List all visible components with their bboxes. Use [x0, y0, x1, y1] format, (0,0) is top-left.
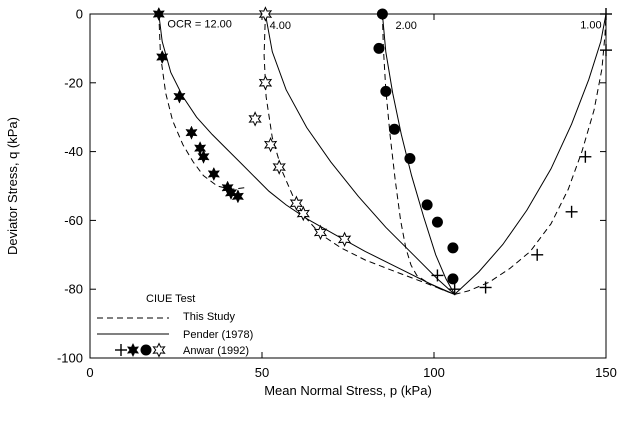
anwar-point-star-open [337, 231, 352, 248]
y-tick-label: -40 [64, 144, 83, 159]
anwar-point-circle-filled [447, 242, 459, 254]
x-tick-label: 150 [595, 365, 617, 380]
pender-curve-5 [264, 13, 455, 295]
anwar-point-star-filled [156, 49, 169, 65]
x-axis-label: Mean Normal Stress, p (kPa) [264, 383, 432, 398]
x-tick-label: 50 [255, 365, 269, 380]
anwar-point-circle-filled [376, 8, 388, 20]
anwar-point-star-open [296, 205, 310, 222]
y-tick-label: -80 [64, 282, 83, 297]
legend: CIUE Test This Study Pender (1978) Anwar (1… [97, 293, 253, 358]
this-study-curve-2 [381, 13, 455, 295]
anwar-point-circle-filled [373, 42, 385, 54]
series-markers [152, 6, 612, 296]
anwar-point-star-filled [173, 89, 186, 104]
anwar-point-star-open [258, 75, 273, 91]
axes: 0 50 100 150 0 -20 -40 -60 -80 -100 Mean Normal St… [5, 7, 617, 399]
x-tick-label: 0 [86, 365, 93, 380]
anwar-point-plus [600, 8, 612, 20]
anwar-point-star-open [263, 136, 278, 153]
legend-title: CIUE Test [146, 293, 195, 305]
y-axis-label: Deviator Stress, q (kPa) [5, 117, 20, 255]
series-lines [158, 13, 607, 295]
legend-label: This Study [183, 311, 235, 323]
this-study-curve-0 [158, 13, 245, 190]
pender-curve-7 [454, 13, 607, 295]
anwar-point-plus [448, 283, 461, 296]
y-tick-label: -100 [57, 351, 83, 366]
anwar-point-star-filled [152, 6, 165, 22]
ocr-label: 2.00 [395, 20, 416, 32]
anwar-point-star-open [272, 159, 286, 175]
pender-curve-6 [381, 13, 456, 295]
anwar-point-star-filled [231, 189, 245, 204]
legend-marker-star-filled [126, 342, 140, 358]
anwar-point-star-filled [224, 185, 238, 201]
this-study-curve-3 [454, 13, 607, 295]
annotations: OCR = 12.00 4.00 2.00 1.00 [167, 19, 601, 32]
legend-label: Pender (1978) [183, 329, 253, 341]
this-study-curve-1 [263, 13, 455, 295]
anwar-point-plus [565, 205, 578, 218]
ocr-label: 1.00 [580, 19, 601, 31]
anwar-point-plus [479, 281, 492, 294]
anwar-point-circle-filled [404, 152, 416, 164]
ocr-label: 4.00 [270, 20, 291, 32]
x-tick-label: 100 [423, 365, 445, 380]
pender-curve-4 [158, 13, 455, 295]
anwar-point-star-open [313, 224, 328, 241]
legend-marker-circle [140, 344, 152, 356]
y-tick-label: -60 [64, 213, 83, 228]
anwar-point-plus [579, 150, 592, 163]
anwar-point-star-open [258, 6, 273, 22]
anwar-point-star-filled [207, 166, 221, 182]
anwar-point-circle-filled [431, 216, 443, 228]
anwar-point-plus [531, 248, 544, 261]
anwar-point-plus [600, 44, 612, 57]
anwar-point-circle-filled [421, 199, 433, 211]
anwar-point-star-filled [197, 149, 210, 164]
legend-marker-star-open [152, 342, 166, 358]
anwar-point-star-filled [185, 125, 198, 140]
ocr-label: OCR = 12.00 [167, 19, 232, 31]
anwar-point-star-open [289, 195, 304, 211]
anwar-point-star-open [248, 111, 262, 127]
anwar-point-circle-filled [388, 123, 400, 135]
legend-label: Anwar (1992) [183, 345, 249, 357]
plot-frame [89, 13, 607, 359]
anwar-point-circle-filled [380, 85, 392, 97]
y-tick-label: -20 [64, 75, 83, 90]
anwar-point-plus [431, 269, 444, 282]
y-tick-label: 0 [76, 7, 83, 22]
anwar-point-circle-filled [447, 273, 459, 285]
legend-marker-plus [115, 344, 127, 356]
